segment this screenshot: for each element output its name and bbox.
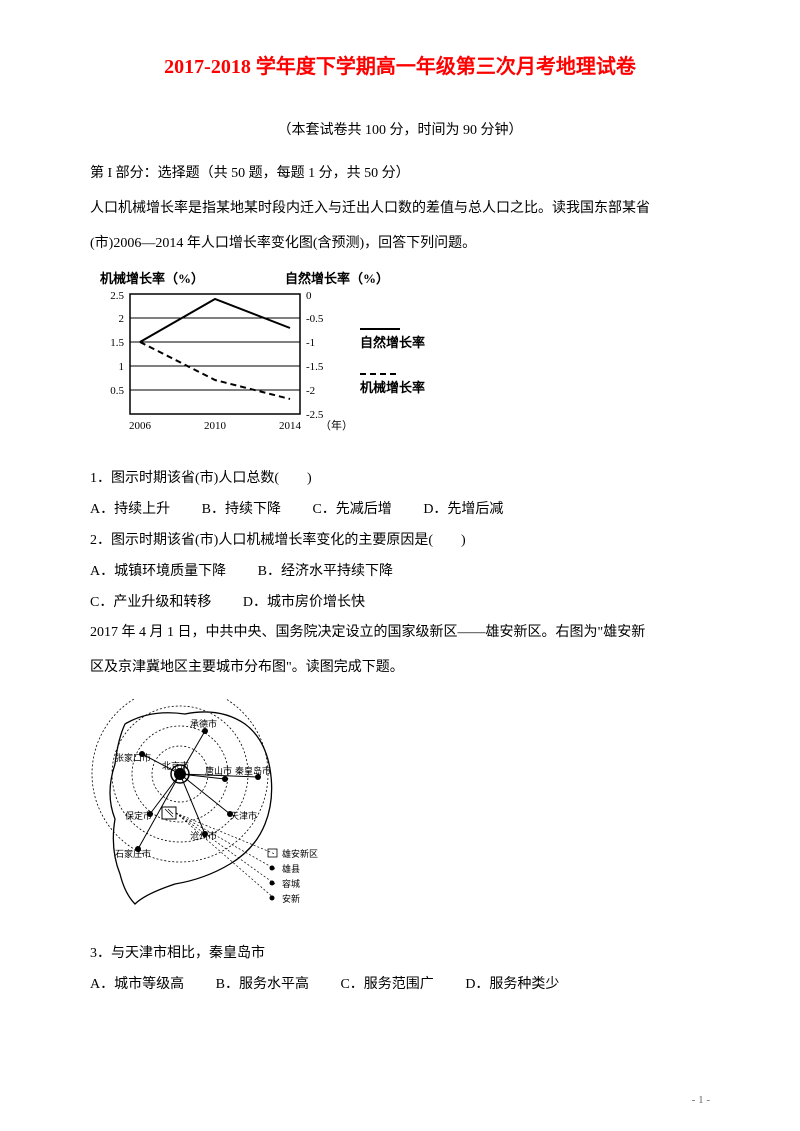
city-label: 承德市 — [190, 718, 217, 729]
page-number: - 1 - — [692, 1094, 710, 1106]
page-title: 2017-2018 学年度下学期高一年级第三次月考地理试卷 — [90, 50, 710, 79]
legend-dash-label: 机械增长率 — [360, 380, 425, 395]
legend-dot-icon — [270, 880, 275, 885]
city-map: 承德市 张家口市 北京市 唐山市 秦皇岛市 保定市 天津市 沧州市 石家庄市 雄… — [90, 699, 710, 924]
city-label: 保定市 — [125, 810, 152, 821]
x-label: 2014 — [279, 420, 302, 432]
legend-leader — [176, 813, 275, 869]
option-1c: C．先减后增 — [312, 495, 391, 526]
intro-text-1b: (市)2006—2014 年人口增长率变化图(含预测)，回答下列问题。 — [90, 229, 710, 260]
right-tick: -2 — [306, 385, 315, 397]
x-label: 2006 — [129, 420, 152, 432]
question-2-options-row2: C．产业升级和转移 D．城市房价增长快 — [90, 588, 710, 619]
option-2a: A．城镇环境质量下降 — [90, 557, 226, 588]
growth-rate-chart: 机械增长率（%） 自然增长率（%） 2.5 2 1.5 1 0.5 0 -0.5… — [90, 269, 710, 449]
subtitle: （本套试卷共 100 分，时间为 90 分钟） — [90, 119, 710, 139]
map-svg: 承德市 张家口市 北京市 唐山市 秦皇岛市 保定市 天津市 沧州市 石家庄市 雄… — [90, 699, 330, 919]
question-3: 3．与天津市相比，秦皇岛市 — [90, 939, 710, 970]
option-3c: C．服务范围广 — [340, 970, 433, 1001]
city-label: 石家庄市 — [115, 848, 151, 859]
option-3d: D．服务种类少 — [465, 970, 559, 1001]
chart-svg: 机械增长率（%） 自然增长率（%） 2.5 2 1.5 1 0.5 0 -0.5… — [90, 269, 470, 444]
city-label: 秦皇岛市 — [235, 765, 271, 776]
question-3-options: A．城市等级高 B．服务水平高 C．服务范围广 D．服务种类少 — [90, 970, 710, 1001]
left-axis-title: 机械增长率（%） — [100, 271, 204, 286]
legend-label: 安新 — [282, 893, 300, 904]
option-2c: C．产业升级和转移 — [90, 588, 211, 619]
left-tick: 1.5 — [110, 337, 124, 349]
intro-text-2a: 2017 年 4 月 1 日，中共中央、国务院决定设立的国家级新区——雄安新区。… — [90, 618, 710, 649]
intro-text-2b: 区及京津冀地区主要城市分布图"。读图完成下题。 — [90, 653, 710, 684]
right-tick: 0 — [306, 290, 312, 302]
intro-text-1a: 人口机械增长率是指某地某时段内迁入与迁出人口数的差值与总人口之比。读我国东部某省 — [90, 194, 710, 225]
city-label: 张家口市 — [115, 752, 151, 763]
option-3b: B．服务水平高 — [216, 970, 309, 1001]
legend-label: 雄安新区 — [282, 848, 318, 859]
map-boundary — [110, 712, 272, 904]
left-tick: 0.5 — [110, 385, 124, 397]
right-tick: -1.5 — [306, 361, 324, 373]
xiongan-hatch — [168, 809, 173, 814]
left-tick: 2.5 — [110, 290, 124, 302]
x-label: 2010 — [204, 420, 227, 432]
city-label: 唐山市 — [205, 765, 232, 776]
legend-label: 容城 — [282, 878, 300, 889]
left-tick: 1 — [119, 361, 125, 373]
right-tick: -1 — [306, 337, 315, 349]
right-axis-title: 自然增长率（%） — [285, 271, 389, 286]
question-2-options-row1: A．城镇环境质量下降 B．经济水平持续下降 — [90, 557, 710, 588]
legend-label: 雄县 — [282, 863, 300, 874]
option-1a: A．持续上升 — [90, 495, 170, 526]
option-1d: D．先增后减 — [423, 495, 503, 526]
ring-4 — [92, 699, 268, 862]
question-1-options: A．持续上升 B．持续下降 C．先减后增 D．先增后减 — [90, 495, 710, 526]
legend-dot-icon — [270, 895, 275, 900]
option-2d: D．城市房价增长快 — [243, 588, 365, 619]
legend-dot-icon — [270, 865, 275, 870]
question-1: 1．图示时期该省(市)人口总数( ) — [90, 464, 710, 495]
option-2b: B．经济水平持续下降 — [258, 557, 393, 588]
legend-solid-label: 自然增长率 — [360, 335, 425, 350]
option-1b: B．持续下降 — [202, 495, 281, 526]
left-tick: 2 — [119, 313, 125, 325]
legend-leader — [176, 813, 275, 884]
option-3a: A．城市等级高 — [90, 970, 184, 1001]
city-label: 天津市 — [230, 810, 257, 821]
section-header: 第 I 部分：选择题（共 50 题，每题 1 分，共 50 分） — [90, 159, 710, 190]
mechanical-line — [140, 299, 290, 342]
x-axis-label: （年） — [320, 418, 353, 432]
right-tick: -0.5 — [306, 313, 324, 325]
city-dot — [222, 776, 228, 782]
city-label: 北京市 — [162, 760, 189, 771]
legend-leader — [176, 813, 275, 899]
question-2: 2．图示时期该省(市)人口机械增长率变化的主要原因是( ) — [90, 526, 710, 557]
